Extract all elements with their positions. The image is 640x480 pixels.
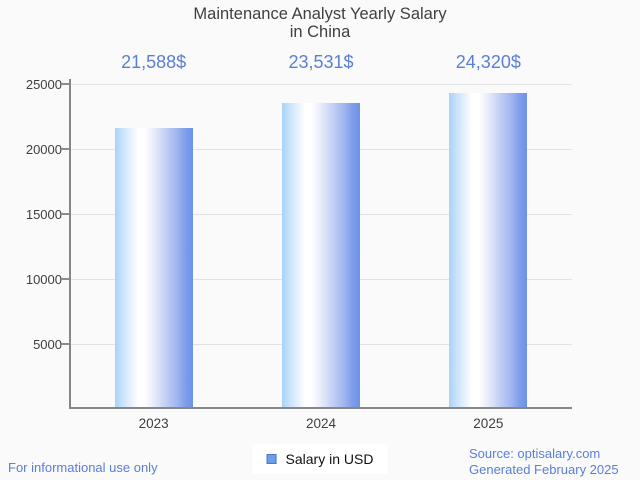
y-axis-line xyxy=(69,79,71,409)
bar-columns xyxy=(70,84,572,409)
plot-area xyxy=(70,84,572,409)
legend: Salary in USD xyxy=(252,444,388,474)
chart-title-line-2: in China xyxy=(289,22,351,41)
x-tick-label-2023: 2023 xyxy=(138,416,169,431)
source-block: Source: optisalary.com Generated Februar… xyxy=(469,446,619,477)
bar-2023 xyxy=(114,128,193,409)
y-tick-mark xyxy=(61,148,69,150)
chart-title: Maintenance Analyst Yearly Salary in Chi… xyxy=(0,5,640,41)
x-tick-label-2025: 2025 xyxy=(473,416,504,431)
bar-2024 xyxy=(281,103,360,409)
y-tick-label-5000: 5000 xyxy=(33,337,62,352)
source-text: Source: optisalary.com xyxy=(469,446,601,461)
bar-2025 xyxy=(449,93,528,409)
y-tick-mark xyxy=(61,278,69,280)
x-tick-label-2024: 2024 xyxy=(305,416,337,431)
gridline-25000 xyxy=(70,84,572,85)
bar-value-labels: 21,588$ 23,531$ 24,320$ xyxy=(70,52,572,73)
bar-value-label-2023: 21,588$ xyxy=(121,52,187,72)
bar-column-2024 xyxy=(237,84,404,409)
legend-swatch-icon xyxy=(266,454,277,464)
bar-column-2025 xyxy=(405,84,572,409)
bar-value-label-2024: 23,531$ xyxy=(288,52,354,72)
legend-label: Salary in USD xyxy=(285,451,374,467)
x-axis-labels: 2023 2024 2025 xyxy=(70,416,572,431)
y-tick-label-10000: 10000 xyxy=(25,272,62,287)
y-tick-mark xyxy=(61,213,69,215)
y-tick-label-15000: 15000 xyxy=(25,207,62,222)
y-tick-mark xyxy=(61,343,69,345)
chart-title-line-1: Maintenance Analyst Yearly Salary xyxy=(193,5,447,23)
generated-text: Generated February 2025 xyxy=(469,461,619,477)
disclaimer-text: For informational use only xyxy=(8,460,158,475)
y-tick-label-20000: 20000 xyxy=(25,142,62,157)
y-tick-mark xyxy=(61,83,69,85)
y-tick-label-25000: 25000 xyxy=(25,77,62,92)
bar-value-label-2025: 24,320$ xyxy=(455,52,521,72)
x-axis-line xyxy=(70,407,572,409)
bar-column-2023 xyxy=(70,84,237,409)
